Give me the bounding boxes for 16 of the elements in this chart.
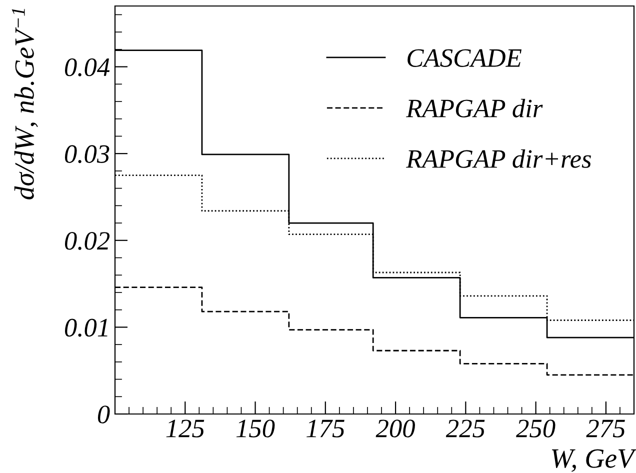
y-tick-label: 0.04	[64, 58, 110, 76]
legend-label: RAPGAP dir	[406, 98, 543, 118]
y-tick-label: 0.02	[64, 232, 110, 250]
x-tick-label: 250	[516, 420, 556, 438]
x-tick-label: 175	[306, 420, 344, 438]
legend-label: CASCADE	[408, 49, 522, 67]
x-tick-label: 275	[586, 420, 625, 438]
x-tick-label: 200	[376, 420, 415, 438]
y-tick-label: 0.01	[64, 318, 108, 337]
x-tick-label: 150	[236, 420, 275, 438]
y-axis-title: dσ/dW, nb.GeV$^{−1}$	[12, 8, 38, 200]
x-tick-label: 225	[446, 420, 485, 438]
y-tick-label: 0	[98, 406, 110, 424]
legend-label: RAPGAP dir+res	[406, 149, 591, 168]
y-tick-label: 0.03	[64, 145, 110, 164]
x-tick-label: 125	[166, 420, 204, 438]
